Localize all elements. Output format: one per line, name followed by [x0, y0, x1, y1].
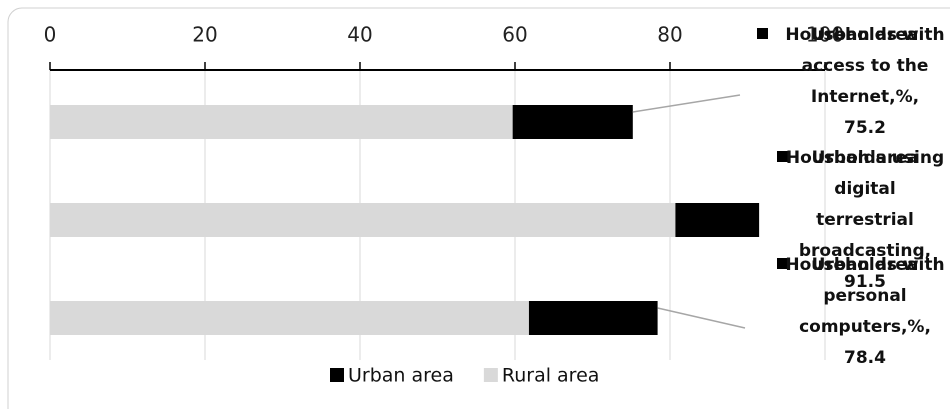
x-tick-label: 40 — [347, 23, 372, 47]
label-key — [777, 151, 788, 162]
data-label: Urban areaHouseholds with personal compute… — [785, 255, 944, 368]
data-label-line: terrestrial — [816, 210, 914, 230]
legend-swatch — [483, 368, 498, 382]
data-label-category: Households with access to the Internet,%, — [785, 25, 944, 107]
data-label-line: Urban area — [812, 148, 919, 168]
x-tick-label: 20 — [192, 23, 217, 47]
data-label-line: Internet,%, — [811, 87, 919, 107]
data-label-category: Households with personal computers,%, — [785, 255, 944, 337]
x-tick-label: 0 — [44, 23, 57, 47]
data-label-line: 91.5 — [844, 272, 886, 292]
data-label-line: digital — [834, 179, 895, 199]
data-label-line: 78.4 — [844, 348, 886, 368]
data-label-line: computers,%, — [799, 317, 931, 337]
data-label-line: Urban area — [812, 255, 919, 275]
data-label: Urban areaHouseholds with access to the In… — [785, 25, 944, 138]
bar — [50, 203, 676, 237]
leader-line — [657, 307, 746, 329]
data-label-line: Housholds using — [786, 148, 944, 168]
data-label: Urban areaHousholds using digital terrestr… — [786, 148, 944, 292]
data-label-line: Urban area — [812, 25, 919, 45]
leader-line — [632, 94, 741, 113]
label-key — [757, 28, 768, 39]
data-label-line: access to the — [802, 56, 929, 76]
data-label-line: Households with — [785, 25, 944, 45]
data-label-line: Households with — [785, 255, 944, 275]
legend-label: Urban area — [348, 365, 454, 387]
x-tick-label: 60 — [502, 23, 527, 47]
data-label-category: Housholds using digital terrestrial broadca… — [786, 148, 944, 261]
data-label-line: broadcasting, — [799, 241, 931, 261]
x-tick-label: 80 — [657, 23, 682, 47]
bar — [50, 105, 513, 139]
data-label-line: 75.2 — [844, 118, 886, 138]
label-key — [777, 258, 788, 269]
legend-swatch — [330, 368, 344, 382]
x-tick-label: 100 — [806, 23, 844, 47]
data-label-line: personal — [823, 286, 906, 306]
bar — [50, 301, 529, 335]
legend-label: Rural area — [502, 365, 600, 387]
